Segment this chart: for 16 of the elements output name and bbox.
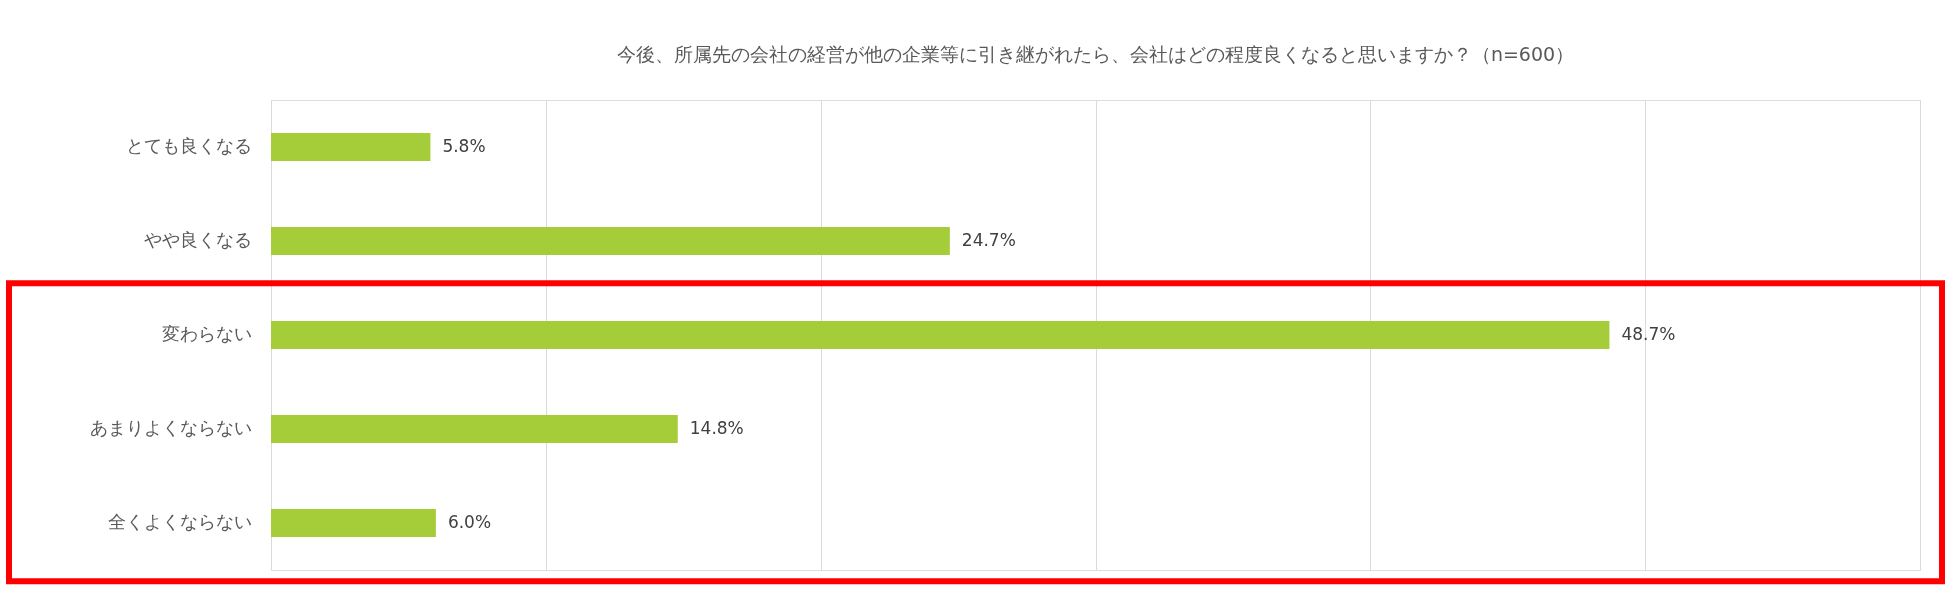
bar <box>271 133 431 161</box>
y-tick-label: やや良くなる <box>143 229 252 250</box>
bar <box>271 321 1610 349</box>
data-label: 14.8% <box>689 418 744 438</box>
data-label: 48.7% <box>1621 324 1676 344</box>
data-label: 24.7% <box>961 230 1016 250</box>
y-tick-label: あまりよくならない <box>89 417 252 438</box>
bar <box>271 227 950 255</box>
bar <box>271 509 436 537</box>
data-label: 6.0% <box>447 512 492 532</box>
bar <box>271 415 678 443</box>
y-tick-label: とても良くなる <box>125 135 252 156</box>
y-tick-label: 全くよくならない <box>107 511 252 532</box>
y-tick-label: 変わらない <box>161 323 252 344</box>
chart-title: 今後、所属先の会社の経営が他の企業等に引き継がれたら、会社はどの程度良くなると思いますか？（n=600） <box>616 43 1575 65</box>
data-label: 5.8% <box>442 136 486 156</box>
